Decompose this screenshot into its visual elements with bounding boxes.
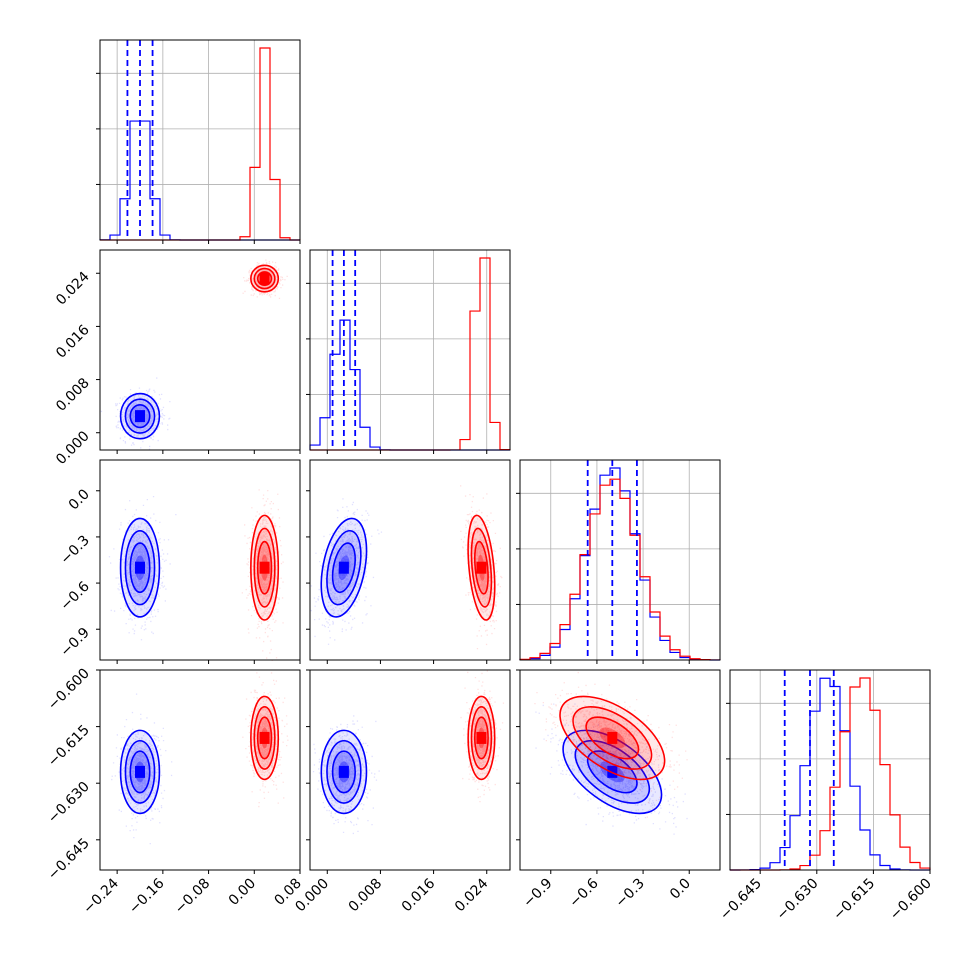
y-tick-label: −0.645 — [45, 835, 93, 883]
x-tick-label: −0.08 — [172, 876, 214, 918]
panel-1-0 — [99, 249, 301, 451]
panel-3-2 — [519, 669, 721, 871]
panel-3-3 — [726, 669, 931, 871]
density-peak — [607, 731, 618, 744]
density-peak — [135, 410, 145, 423]
panel-frame — [99, 249, 301, 451]
x-tick-label: 0.008 — [346, 876, 386, 916]
x-tick-label: −0.16 — [126, 875, 168, 917]
density-peak — [476, 731, 487, 744]
x-tick-label: −0.9 — [520, 876, 555, 911]
scatter-series-1 — [534, 671, 688, 818]
density-peak — [476, 561, 487, 574]
scatter-series-0 — [108, 496, 177, 641]
panel-frame — [519, 459, 721, 661]
x-tick-label: 0.016 — [399, 875, 439, 915]
density-peak — [259, 731, 270, 744]
x-tick-label: −0.645 — [717, 876, 765, 924]
y-tick-label: −0.9 — [57, 625, 92, 660]
x-tick-label: −0.3 — [613, 876, 648, 911]
panel-frame — [729, 669, 931, 871]
scatter-points — [534, 671, 688, 818]
y-tick-label: 0.016 — [53, 322, 93, 362]
scatter-series-0 — [111, 693, 173, 845]
x-tick-label: −0.615 — [830, 876, 878, 924]
panel-frame — [99, 459, 301, 661]
y-tick-label: 0.0 — [66, 486, 93, 513]
x-tick-label: −0.630 — [774, 876, 822, 924]
panel-frame — [309, 459, 511, 661]
y-tick-label: −0.600 — [45, 666, 93, 714]
panel-2-2 — [516, 459, 721, 661]
y-tick-label: −0.630 — [45, 779, 93, 827]
histogram-series-1 — [519, 478, 721, 661]
scatter-series-1 — [241, 489, 284, 661]
scatter-series-0 — [310, 498, 383, 645]
y-tick-label: 0.000 — [53, 428, 93, 468]
panel-frame — [309, 669, 511, 871]
panel-2-1 — [309, 459, 511, 661]
density-peak — [135, 561, 145, 574]
y-tick-label: 0.024 — [53, 269, 93, 309]
scatter-series-0 — [100, 377, 171, 450]
x-tick-label: −0.600 — [887, 876, 935, 924]
histogram-series-0 — [729, 677, 931, 871]
scatter-series-0 — [312, 715, 380, 835]
scatter-series-1 — [460, 485, 503, 650]
x-tick-label: −0.24 — [80, 875, 122, 917]
scatter-points — [241, 489, 284, 661]
scatter-series-1 — [242, 259, 288, 299]
panel-1-1 — [306, 249, 511, 451]
panel-3-1 — [309, 669, 511, 871]
y-tick-label: −0.3 — [57, 532, 92, 567]
panel-frame — [309, 249, 511, 451]
y-tick-label: −0.615 — [45, 722, 93, 770]
panel-0-0 — [96, 39, 301, 241]
x-tick-label: 0.00 — [226, 876, 259, 909]
scatter-points — [100, 377, 171, 450]
histogram-series-0 — [309, 319, 510, 451]
x-tick-label: −0.6 — [566, 875, 601, 910]
scatter-series-1 — [460, 670, 505, 803]
density-peak — [338, 765, 349, 778]
panel-frame — [99, 669, 301, 871]
density-peak — [259, 272, 270, 285]
y-tick-label: 0.008 — [53, 375, 93, 415]
panel-3-0 — [99, 669, 301, 871]
panel-frame — [519, 669, 721, 871]
panel-frame — [99, 39, 301, 241]
panel-2-0 — [99, 459, 301, 661]
x-tick-label: 0.0 — [667, 876, 694, 903]
x-tick-label: 0.024 — [452, 875, 492, 915]
density-peak — [259, 561, 270, 574]
scatter-series-1 — [242, 672, 289, 808]
density-peak — [338, 561, 349, 574]
y-tick-label: −0.6 — [57, 579, 92, 614]
density-peak — [135, 765, 145, 778]
